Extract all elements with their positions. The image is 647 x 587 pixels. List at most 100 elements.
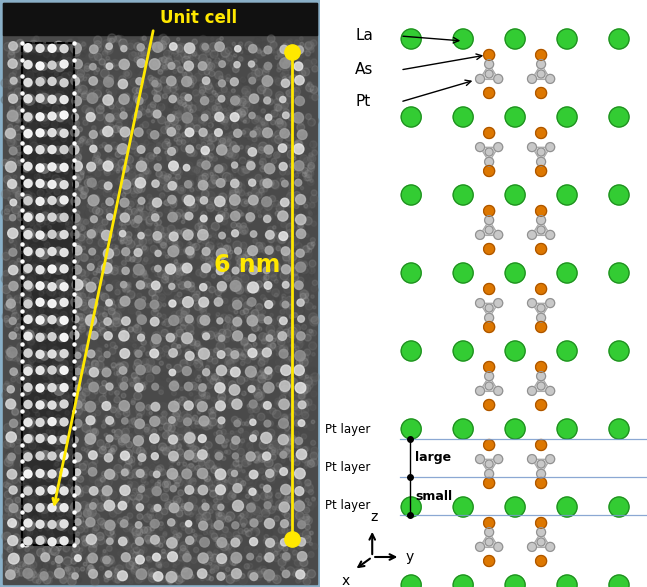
Circle shape [39,247,42,251]
Circle shape [59,291,65,297]
Circle shape [216,512,225,521]
Circle shape [142,79,151,87]
Circle shape [125,408,130,413]
Circle shape [147,556,153,562]
Circle shape [181,285,186,289]
Circle shape [135,82,142,89]
Circle shape [283,308,291,316]
Circle shape [137,203,144,210]
Circle shape [250,231,257,237]
Circle shape [302,456,309,463]
Circle shape [147,76,150,79]
Circle shape [71,404,76,409]
Circle shape [175,518,181,523]
Circle shape [8,134,16,141]
Circle shape [30,135,36,141]
Circle shape [52,141,60,150]
Circle shape [134,150,140,156]
Circle shape [175,268,180,273]
Circle shape [22,383,30,391]
Circle shape [263,197,267,201]
Circle shape [199,68,206,75]
Circle shape [105,299,113,306]
Circle shape [291,514,299,521]
Circle shape [260,365,263,369]
Circle shape [15,66,19,70]
Circle shape [85,366,94,375]
Circle shape [270,275,277,281]
Circle shape [118,296,122,301]
Circle shape [289,116,294,121]
Circle shape [93,85,102,93]
Circle shape [16,432,24,440]
Circle shape [305,169,314,178]
Circle shape [50,423,54,426]
Circle shape [25,547,29,552]
Circle shape [181,411,188,418]
Circle shape [142,167,149,174]
Circle shape [292,345,296,349]
Circle shape [179,531,182,535]
Circle shape [144,225,152,234]
Circle shape [169,461,173,465]
Circle shape [60,317,66,322]
Circle shape [239,471,247,478]
Circle shape [177,533,182,538]
Circle shape [80,523,86,529]
Circle shape [140,535,145,539]
Circle shape [203,512,211,520]
Circle shape [51,200,54,203]
Circle shape [44,51,50,58]
Circle shape [302,68,310,76]
Circle shape [119,367,127,375]
Circle shape [133,531,141,539]
Circle shape [36,197,44,205]
Circle shape [210,561,219,570]
Circle shape [296,569,300,573]
Circle shape [234,310,238,314]
Circle shape [135,111,142,118]
Circle shape [281,222,287,228]
Circle shape [24,198,28,202]
Circle shape [289,328,297,336]
Circle shape [169,556,173,561]
Circle shape [195,356,201,363]
Circle shape [266,77,270,82]
Circle shape [126,470,132,476]
Circle shape [127,258,136,266]
Circle shape [305,41,314,50]
Circle shape [128,327,133,332]
Circle shape [286,66,290,70]
Circle shape [150,102,156,107]
Circle shape [195,400,203,407]
Circle shape [113,248,120,256]
Circle shape [308,357,313,362]
Circle shape [6,164,12,170]
Circle shape [202,259,210,268]
Circle shape [146,200,151,205]
Circle shape [141,385,146,390]
Circle shape [222,456,226,460]
Circle shape [16,357,19,360]
Circle shape [30,106,39,114]
Circle shape [7,138,15,146]
Circle shape [88,195,99,206]
Circle shape [96,68,100,72]
Circle shape [78,318,85,325]
Circle shape [228,469,235,476]
Circle shape [140,109,146,115]
Circle shape [149,521,154,526]
Circle shape [118,382,125,388]
Circle shape [78,313,85,321]
Circle shape [22,538,30,547]
Circle shape [187,68,192,72]
Circle shape [64,297,70,303]
Circle shape [66,484,71,489]
Text: As: As [355,62,373,77]
Circle shape [228,548,235,554]
Circle shape [161,508,168,515]
Circle shape [166,264,175,274]
Circle shape [170,299,175,305]
Circle shape [147,284,152,288]
Circle shape [80,403,87,411]
